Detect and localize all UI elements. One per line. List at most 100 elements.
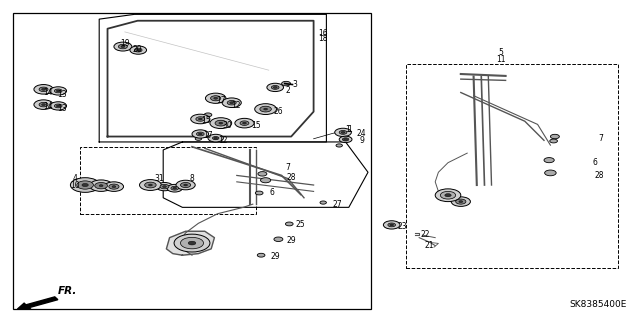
Circle shape <box>195 137 202 140</box>
Circle shape <box>214 137 218 139</box>
Circle shape <box>188 241 196 245</box>
Text: 27: 27 <box>332 200 342 209</box>
Circle shape <box>196 117 205 121</box>
Text: 3: 3 <box>292 80 297 89</box>
Circle shape <box>456 199 466 204</box>
Circle shape <box>320 201 326 204</box>
Text: 25: 25 <box>296 220 306 229</box>
Text: 8: 8 <box>189 174 195 183</box>
Circle shape <box>198 133 202 135</box>
Text: 1: 1 <box>348 125 352 134</box>
Text: 7: 7 <box>285 163 291 172</box>
Text: 10: 10 <box>70 181 80 189</box>
Circle shape <box>459 201 463 203</box>
Circle shape <box>215 120 227 126</box>
Circle shape <box>550 134 559 139</box>
Circle shape <box>204 113 212 117</box>
Text: 28: 28 <box>595 171 604 180</box>
Circle shape <box>134 48 142 52</box>
Bar <box>80 147 256 214</box>
Circle shape <box>219 122 223 124</box>
Circle shape <box>445 194 451 197</box>
Circle shape <box>260 178 271 183</box>
Circle shape <box>167 184 182 192</box>
Text: SK8385400E: SK8385400E <box>570 300 627 309</box>
Circle shape <box>54 104 62 108</box>
Text: 24: 24 <box>356 130 367 138</box>
Circle shape <box>271 85 279 89</box>
Circle shape <box>136 49 140 51</box>
Text: 29: 29 <box>270 252 280 261</box>
Circle shape <box>184 184 188 186</box>
Circle shape <box>50 102 67 110</box>
Circle shape <box>282 81 291 86</box>
Circle shape <box>163 186 166 188</box>
Circle shape <box>388 223 396 227</box>
Circle shape <box>208 134 223 142</box>
Text: 2: 2 <box>285 86 291 95</box>
Polygon shape <box>166 231 214 255</box>
Circle shape <box>335 128 351 137</box>
Circle shape <box>192 130 209 138</box>
Circle shape <box>435 189 461 202</box>
Circle shape <box>56 90 60 92</box>
Circle shape <box>344 138 348 140</box>
Circle shape <box>54 89 62 93</box>
Circle shape <box>255 191 263 195</box>
Text: 14: 14 <box>43 102 53 111</box>
Text: 29: 29 <box>286 236 296 245</box>
Text: 12: 12 <box>231 101 240 110</box>
Circle shape <box>114 42 132 51</box>
Circle shape <box>77 181 93 189</box>
Text: 14: 14 <box>43 88 53 97</box>
Circle shape <box>140 180 161 190</box>
Circle shape <box>160 184 169 189</box>
Circle shape <box>42 88 45 90</box>
Text: 13: 13 <box>57 104 67 113</box>
Circle shape <box>70 178 100 192</box>
Circle shape <box>130 46 147 54</box>
Circle shape <box>118 44 127 49</box>
Circle shape <box>243 122 246 124</box>
Circle shape <box>273 86 277 88</box>
Text: 26: 26 <box>273 107 284 116</box>
Circle shape <box>341 131 345 133</box>
Circle shape <box>148 184 152 186</box>
Text: 16: 16 <box>318 29 328 38</box>
Circle shape <box>336 144 342 147</box>
Circle shape <box>145 182 156 188</box>
Text: 5: 5 <box>498 48 503 57</box>
Bar <box>13 13 371 309</box>
Text: 22: 22 <box>421 230 430 239</box>
Circle shape <box>383 221 400 229</box>
Circle shape <box>214 97 218 99</box>
Circle shape <box>42 104 45 106</box>
Text: 6: 6 <box>593 158 598 167</box>
Circle shape <box>285 222 293 226</box>
Circle shape <box>440 191 456 199</box>
Circle shape <box>545 170 556 176</box>
Circle shape <box>180 237 204 249</box>
Circle shape <box>99 185 103 187</box>
Text: 1: 1 <box>345 125 350 134</box>
Circle shape <box>171 186 179 190</box>
Circle shape <box>156 182 173 191</box>
Text: 28: 28 <box>287 173 296 182</box>
Circle shape <box>451 197 470 206</box>
Circle shape <box>173 187 177 189</box>
Text: FR.: FR. <box>58 286 77 296</box>
Circle shape <box>112 186 116 188</box>
Circle shape <box>109 184 119 189</box>
Circle shape <box>257 253 265 257</box>
Circle shape <box>198 118 202 120</box>
Circle shape <box>255 104 276 115</box>
Text: 17: 17 <box>203 131 213 140</box>
Circle shape <box>191 114 210 124</box>
Circle shape <box>342 138 349 141</box>
Text: 15: 15 <box>201 116 211 125</box>
Circle shape <box>267 83 284 92</box>
Circle shape <box>544 158 554 163</box>
Circle shape <box>95 182 108 189</box>
Bar <box>406 64 618 268</box>
Circle shape <box>50 87 67 95</box>
